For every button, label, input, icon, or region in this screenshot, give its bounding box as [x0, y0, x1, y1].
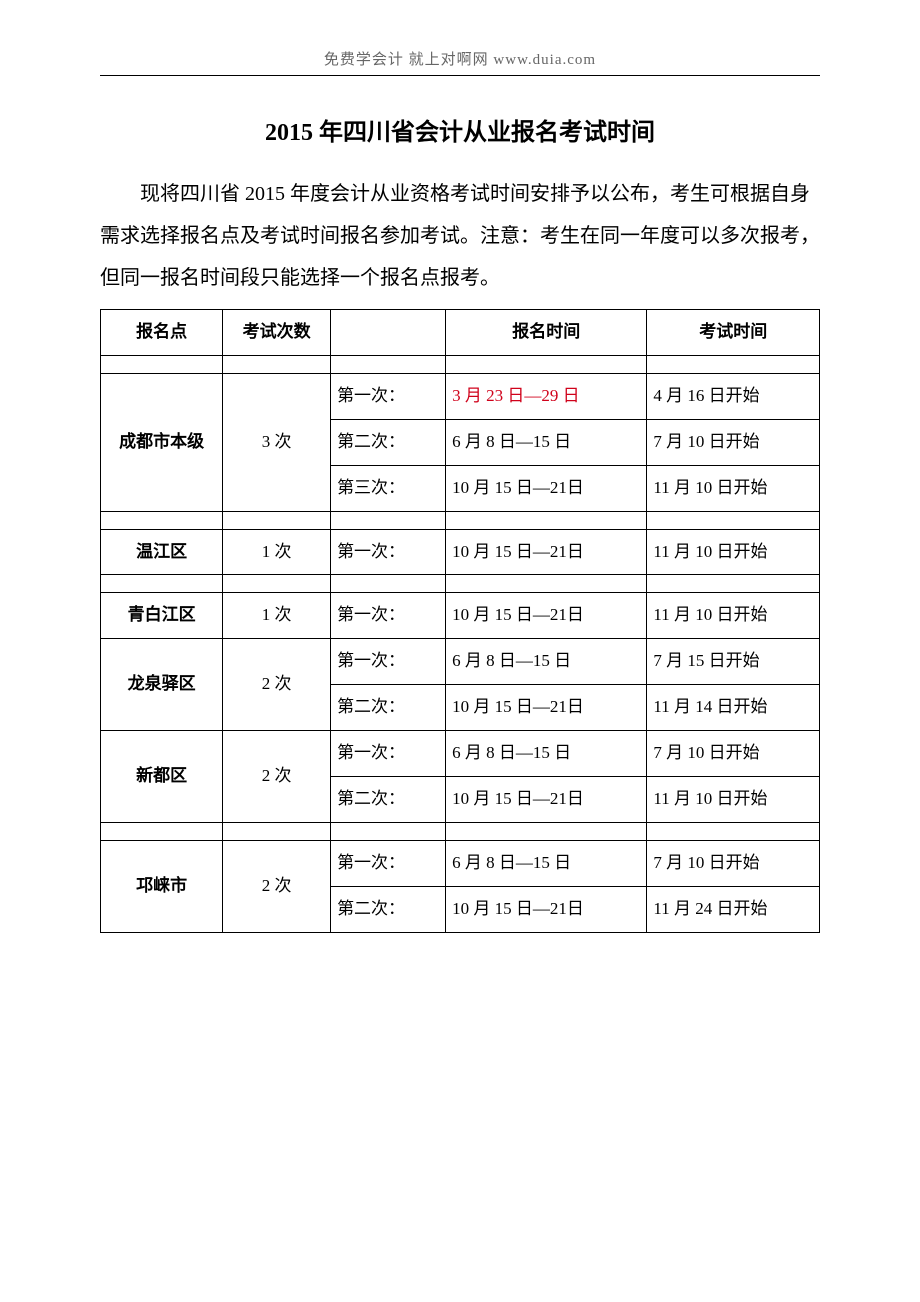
cell-location: 龙泉驿区	[101, 639, 223, 731]
cell-sequence: 第三次：	[331, 465, 446, 511]
cell-sequence: 第一次：	[331, 639, 446, 685]
cell-exam-time: 11 月 10 日开始	[647, 593, 820, 639]
cell-sequence: 第二次：	[331, 777, 446, 823]
table-row: 温江区1 次第一次：10 月 15 日—21日11 月 10 日开始	[101, 529, 820, 575]
table-spacer-row	[101, 511, 820, 529]
col-exam: 考试时间	[647, 310, 820, 356]
table-row: 邛崃市2 次第一次：6 月 8 日—15 日7 月 10 日开始	[101, 840, 820, 886]
col-sequence	[331, 310, 446, 356]
cell-exam-time: 4 月 16 日开始	[647, 373, 820, 419]
table-row: 新都区2 次第一次：6 月 8 日—15 日7 月 10 日开始	[101, 731, 820, 777]
cell-exam-time: 11 月 24 日开始	[647, 886, 820, 932]
table-spacer-row	[101, 575, 820, 593]
cell-exam-time: 11 月 10 日开始	[647, 777, 820, 823]
table-body: 成都市本级3 次第一次：3 月 23 日—29 日4 月 16 日开始第二次：6…	[101, 355, 820, 932]
cell-location: 新都区	[101, 731, 223, 823]
col-count: 考试次数	[223, 310, 331, 356]
document-page: 免费学会计 就上对啊网 www.duia.com 2015 年四川省会计从业报名…	[0, 0, 920, 1302]
cell-count: 2 次	[223, 731, 331, 823]
cell-register-time: 10 月 15 日—21日	[446, 593, 647, 639]
cell-count: 2 次	[223, 840, 331, 932]
cell-exam-time: 11 月 10 日开始	[647, 465, 820, 511]
cell-exam-time: 7 月 10 日开始	[647, 731, 820, 777]
cell-register-time: 10 月 15 日—21日	[446, 685, 647, 731]
table-row: 青白江区1 次第一次：10 月 15 日—21日11 月 10 日开始	[101, 593, 820, 639]
table-row: 龙泉驿区2 次第一次：6 月 8 日—15 日7 月 15 日开始	[101, 639, 820, 685]
schedule-table: 报名点 考试次数 报名时间 考试时间 成都市本级3 次第一次：3 月 23 日—…	[100, 309, 820, 933]
cell-register-time: 10 月 15 日—21日	[446, 465, 647, 511]
cell-location: 邛崃市	[101, 840, 223, 932]
cell-exam-time: 7 月 10 日开始	[647, 840, 820, 886]
cell-exam-time: 11 月 14 日开始	[647, 685, 820, 731]
cell-sequence: 第二次：	[331, 419, 446, 465]
cell-exam-time: 7 月 10 日开始	[647, 419, 820, 465]
cell-exam-time: 7 月 15 日开始	[647, 639, 820, 685]
cell-location: 青白江区	[101, 593, 223, 639]
cell-sequence: 第二次：	[331, 886, 446, 932]
cell-location: 成都市本级	[101, 373, 223, 511]
col-location: 报名点	[101, 310, 223, 356]
table-spacer-row	[101, 355, 820, 373]
cell-location: 温江区	[101, 529, 223, 575]
table-spacer-row	[101, 822, 820, 840]
cell-sequence: 第一次：	[331, 731, 446, 777]
cell-count: 1 次	[223, 593, 331, 639]
col-register: 报名时间	[446, 310, 647, 356]
cell-register-time: 6 月 8 日—15 日	[446, 639, 647, 685]
cell-register-time: 6 月 8 日—15 日	[446, 840, 647, 886]
cell-exam-time: 11 月 10 日开始	[647, 529, 820, 575]
cell-register-time: 10 月 15 日—21日	[446, 529, 647, 575]
table-row: 成都市本级3 次第一次：3 月 23 日—29 日4 月 16 日开始	[101, 373, 820, 419]
cell-register-time: 6 月 8 日—15 日	[446, 419, 647, 465]
cell-count: 1 次	[223, 529, 331, 575]
cell-sequence: 第一次：	[331, 593, 446, 639]
cell-register-time: 6 月 8 日—15 日	[446, 731, 647, 777]
intro-paragraph: 现将四川省 2015 年度会计从业资格考试时间安排予以公布，考生可根据自身需求选…	[100, 173, 820, 299]
cell-sequence: 第一次：	[331, 529, 446, 575]
cell-count: 2 次	[223, 639, 331, 731]
cell-register-time: 10 月 15 日—21日	[446, 777, 647, 823]
page-header: 免费学会计 就上对啊网 www.duia.com	[100, 48, 820, 76]
cell-sequence: 第一次：	[331, 840, 446, 886]
cell-register-time: 3 月 23 日—29 日	[446, 373, 647, 419]
cell-register-time: 10 月 15 日—21日	[446, 886, 647, 932]
cell-sequence: 第一次：	[331, 373, 446, 419]
cell-count: 3 次	[223, 373, 331, 511]
table-header-row: 报名点 考试次数 报名时间 考试时间	[101, 310, 820, 356]
cell-sequence: 第二次：	[331, 685, 446, 731]
page-title: 2015 年四川省会计从业报名考试时间	[100, 112, 820, 147]
